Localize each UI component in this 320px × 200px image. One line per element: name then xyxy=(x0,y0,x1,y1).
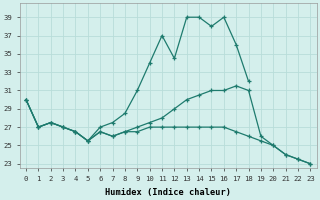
X-axis label: Humidex (Indice chaleur): Humidex (Indice chaleur) xyxy=(105,188,231,197)
